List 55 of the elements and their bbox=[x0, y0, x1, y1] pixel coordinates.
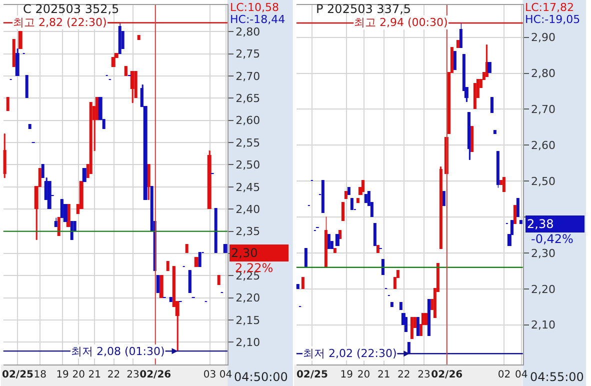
text: -0,42% bbox=[531, 232, 574, 246]
y-tick-label: 2,35 bbox=[236, 225, 260, 238]
y-tick-label: 2,30 bbox=[531, 246, 556, 260]
x-tick-label: 22 bbox=[107, 369, 120, 380]
y-tick-label: 2,90 bbox=[531, 31, 556, 44]
x-tick-label: 22 bbox=[398, 369, 410, 380]
x-tick-label: 19 bbox=[56, 369, 69, 380]
x-tick-label: 23 bbox=[126, 369, 140, 380]
x-tick-label: 02/26 bbox=[140, 369, 172, 380]
y-tick-label: 2,60 bbox=[531, 139, 556, 152]
x-tick-label: 21 bbox=[377, 369, 390, 380]
annotation: 최고 2,94 (00:30) bbox=[354, 16, 448, 29]
x-tick-label: 21 bbox=[88, 369, 101, 380]
y-tick-label: 2,15 bbox=[236, 314, 260, 327]
y-tick-label: 2,50 bbox=[531, 174, 556, 188]
y-tick-label: 2,70 bbox=[236, 70, 260, 83]
y-tick-label: 2,75 bbox=[236, 48, 260, 61]
x-tick-label: 04 bbox=[219, 369, 232, 380]
annotation: 최고 2,82 (22:30) bbox=[13, 16, 107, 29]
x-tick-label: 02/26 bbox=[431, 369, 463, 380]
y-tick-label: 2,40 bbox=[236, 202, 260, 216]
x-tick-label: 02/25 bbox=[2, 369, 34, 380]
y-tick-label: 2,50 bbox=[236, 158, 260, 172]
y-tick-label: 2,65 bbox=[236, 92, 260, 106]
y-tick-label: 2,80 bbox=[531, 67, 556, 80]
x-tick-label: 20 bbox=[357, 369, 370, 380]
x-tick-label: 02/25 bbox=[296, 369, 328, 380]
text: 2,38 bbox=[527, 217, 554, 231]
y-tick-label: 2,10 bbox=[531, 318, 556, 332]
x-tick-label: 18 bbox=[34, 369, 47, 380]
y-tick-label: 2,20 bbox=[531, 282, 556, 296]
text: HC:-19,05 bbox=[525, 13, 580, 26]
x-tick-label: 19 bbox=[340, 369, 353, 380]
annotation: 최저 2,02 (22:30) bbox=[303, 347, 397, 360]
text: 04:50:00 bbox=[234, 370, 288, 384]
text: LC:10,58 bbox=[230, 1, 280, 14]
text: 2,22% bbox=[235, 261, 274, 275]
x-tick-label: 02 bbox=[498, 369, 511, 380]
x-tick-label: 04 bbox=[515, 369, 528, 380]
y-tick-label: 2,55 bbox=[236, 136, 260, 150]
y-tick-label: 2,70 bbox=[531, 103, 556, 116]
text: LC:17,82 bbox=[525, 1, 574, 14]
x-tick-label: 03 bbox=[203, 369, 216, 380]
annotation: 최저 2,08 (01:30) bbox=[71, 345, 165, 358]
y-tick-label: 2,10 bbox=[236, 336, 260, 350]
x-tick-label: 23 bbox=[418, 369, 430, 380]
chart-title: P 202503 337,5 bbox=[316, 2, 412, 16]
text: HC:-18,44 bbox=[230, 13, 286, 26]
text: 04:55:00 bbox=[530, 370, 584, 384]
y-tick-label: 2,80 bbox=[236, 25, 260, 38]
y-tick-label: 2,60 bbox=[236, 114, 260, 128]
chart-title: C 202503 352,5 bbox=[23, 2, 120, 16]
y-tick-label: 2,45 bbox=[236, 180, 260, 194]
x-tick-label: 20 bbox=[72, 369, 85, 380]
y-tick-label: 2,20 bbox=[236, 292, 260, 305]
